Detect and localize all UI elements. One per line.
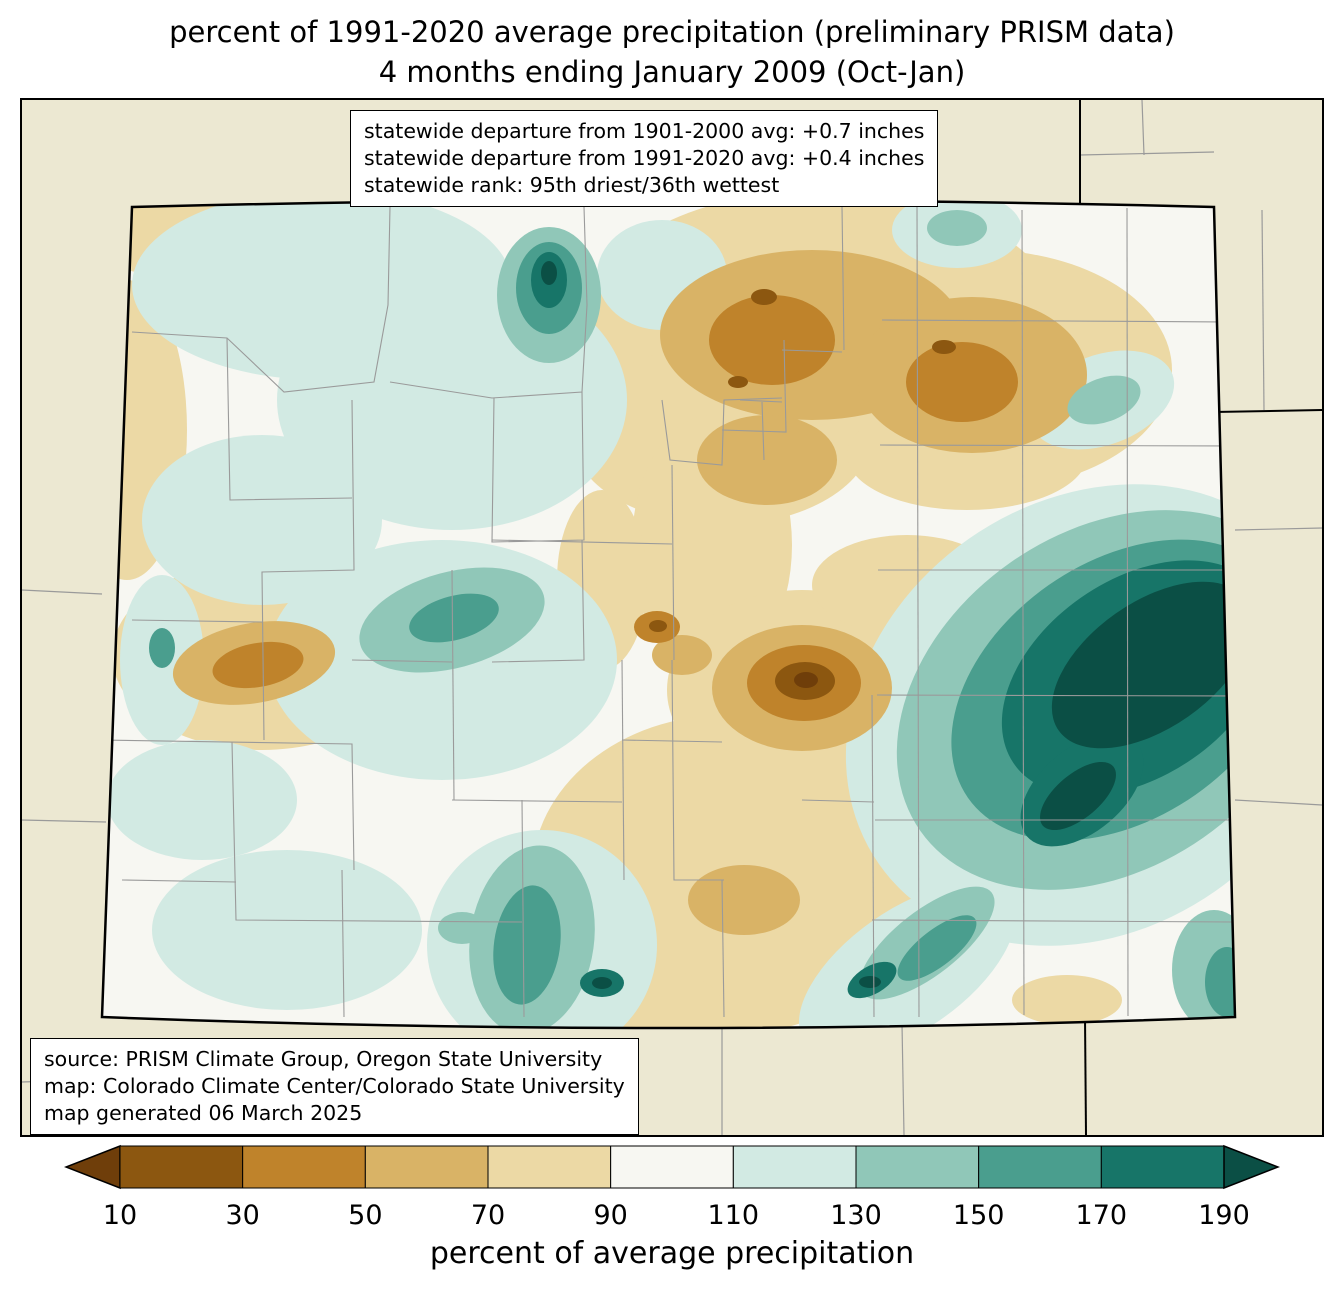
- precip-contours: [102, 200, 1235, 1028]
- colorbar-segment: [242, 1145, 366, 1189]
- neighbor-state-lines: [1079, 100, 1322, 1135]
- title-line-2: 4 months ending January 2009 (Oct-Jan): [378, 55, 966, 90]
- colorbar-segment: [855, 1145, 980, 1189]
- colorbar-tick-label: 170: [1076, 1200, 1128, 1231]
- county-lines: [102, 206, 1235, 1018]
- colorado-state-map: [22, 100, 1322, 1135]
- source-line-2: map: Colorado Climate Center/Colorado St…: [44, 1074, 625, 1099]
- map-title: percent of 1991-2020 average precipitati…: [0, 12, 1344, 92]
- contour-10-30: [649, 289, 956, 700]
- map-frame: [20, 98, 1324, 1137]
- stats-line-3: statewide rank: 95th driest/36th wettest: [364, 173, 780, 198]
- colorbar-segment: [610, 1145, 734, 1189]
- colorbar-arrow-right: [1223, 1144, 1281, 1190]
- source-line-3: map generated 06 March 2025: [44, 1101, 363, 1126]
- stats-line-2: statewide departure from 1991-2020 avg: …: [364, 146, 925, 171]
- colorbar-segment: [119, 1145, 244, 1189]
- colorbar: 10 30 50 70 90 110 130 150 170 190: [63, 1144, 1281, 1231]
- colorbar-tick-label: 30: [225, 1200, 259, 1231]
- source-box: source: PRISM Climate Group, Oregon Stat…: [30, 1038, 639, 1136]
- stats-line-1: statewide departure from 1901-2000 avg: …: [364, 119, 925, 143]
- colorbar-segment: [732, 1145, 857, 1189]
- colorbar-segment: [364, 1145, 489, 1189]
- contour-30-50: [212, 295, 1018, 721]
- colorbar-tick-label: 10: [103, 1200, 137, 1231]
- colorbar-segment: [487, 1145, 612, 1189]
- colorbar-axis-label: percent of average precipitation: [429, 1236, 915, 1271]
- colorbar-tick-label: 70: [471, 1200, 505, 1231]
- colorbar-tick-label: 150: [953, 1200, 1005, 1231]
- source-line-1: source: PRISM Climate Group, Oregon Stat…: [44, 1047, 603, 1071]
- colorbar-tick-label: 190: [1198, 1200, 1250, 1231]
- colorbar-tick-label: 130: [830, 1200, 882, 1231]
- colorbar-tick-label: 110: [708, 1200, 760, 1231]
- colorbar-tick-label: 90: [593, 1200, 627, 1231]
- colorbar-tick-label: 50: [348, 1200, 382, 1231]
- colorbar-segment: [1100, 1145, 1225, 1189]
- contour-under-10: [794, 672, 818, 688]
- colorbar-arrow-left: [63, 1144, 121, 1190]
- colorbar-segment: [978, 1145, 1102, 1189]
- contour-over-190: [541, 261, 1235, 989]
- colorbar-wrap: 10 30 50 70 90 110 130 150 170 190: [63, 1142, 1281, 1234]
- title-line-1: percent of 1991-2020 average precipitati…: [169, 15, 1175, 49]
- statewide-stats-box: statewide departure from 1901-2000 avg: …: [350, 110, 939, 208]
